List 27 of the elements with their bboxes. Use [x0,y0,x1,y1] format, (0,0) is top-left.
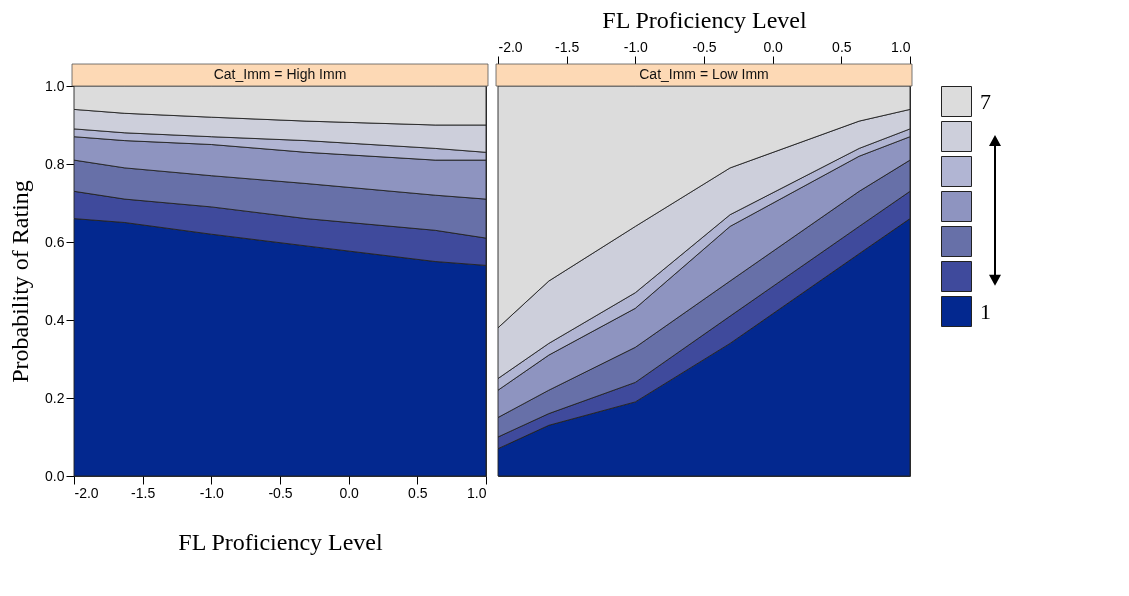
x-tick-label: -2.0 [498,38,523,55]
x-tick-label: -1.5 [555,38,580,55]
y-tick-label: 1.0 [45,77,65,94]
y-axis-title: Probability of Rating [7,180,34,383]
y-tick-label: 0.2 [45,389,65,406]
chart-title: Cat_Imm = High Imm [213,66,347,82]
x-tick-label: -0.5 [692,38,717,55]
y-tick-label: 0.8 [45,155,65,172]
x-tick-label: -1.5 [131,484,156,501]
x-tick-label: 0.5 [832,38,852,55]
x-axis-title: FL Proficiency Level [178,528,384,555]
x-tick-label: 0.0 [763,38,784,55]
y-tick-label: 0.0 [45,467,65,484]
x-tick-label: 0.5 [408,484,428,501]
x-tick-label: -2.0 [74,484,99,501]
x-tick-label: 1.0 [467,484,487,501]
x-tick-label: -1.0 [623,38,649,55]
legend-label: 7 [980,88,991,114]
y-tick-label: 0.6 [45,233,65,250]
chart-title: Cat_Imm = Low Imm [639,66,769,82]
x-axis-title: FL Proficiency Level [602,6,808,33]
legend-label: 1 [980,298,991,324]
y-tick-label: 0.4 [45,311,65,328]
x-tick-label: -0.5 [268,484,293,501]
x-tick-label: 1.0 [891,38,911,55]
x-tick-label: 0.0 [339,484,360,501]
x-tick-label: -1.0 [199,484,225,501]
